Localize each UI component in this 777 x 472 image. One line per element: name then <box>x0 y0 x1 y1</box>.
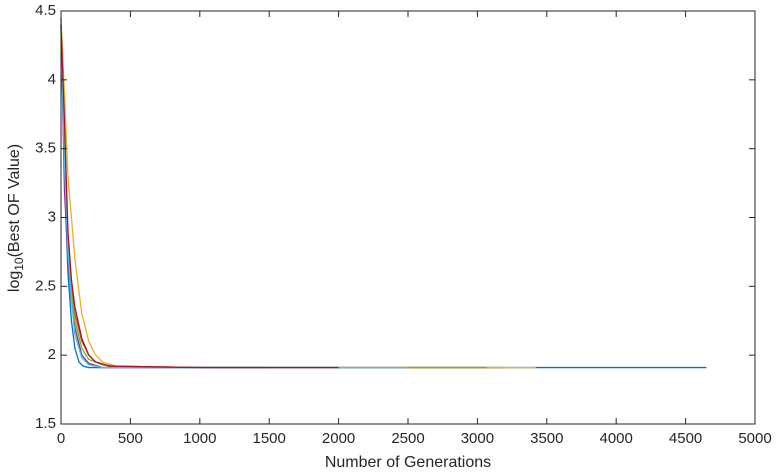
y-tick-label: 3 <box>48 208 56 225</box>
y-label-rest: (Best OF Value) <box>6 144 23 258</box>
x-axis-label: Number of Generations <box>325 454 491 471</box>
y-tick-label: 3.5 <box>35 140 56 157</box>
y-tick-label: 4 <box>48 71 56 88</box>
series-line <box>60 17 536 369</box>
x-tick-label: 1000 <box>183 430 216 447</box>
x-tick-label: 2000 <box>322 430 355 447</box>
x-tick-label: 5000 <box>738 430 771 447</box>
plot-frame <box>60 10 756 425</box>
x-tick-label: 0 <box>57 430 65 447</box>
y-tick-label: 4.5 <box>35 2 56 19</box>
x-tick-label: 500 <box>118 430 143 447</box>
x-tick-label: 4000 <box>600 430 633 447</box>
x-tick-label: 2500 <box>391 430 424 447</box>
x-tick-label: 3000 <box>461 430 494 447</box>
x-tick-label: 1500 <box>253 430 286 447</box>
y-tick-label: 1.5 <box>35 415 56 432</box>
series-line <box>60 17 707 369</box>
y-tick-label: 2.5 <box>35 277 56 294</box>
y-label-sub: 10 <box>12 257 26 271</box>
y-label-log: log <box>6 271 23 292</box>
series-line <box>60 24 270 369</box>
y-axis-label: log10(Best OF Value) <box>6 144 26 292</box>
series-line <box>60 24 408 369</box>
x-tick-label: 3500 <box>530 430 563 447</box>
series-line <box>60 24 339 369</box>
series-line <box>60 24 506 369</box>
series-line <box>60 24 488 369</box>
x-tick-label: 4500 <box>669 430 702 447</box>
y-tick-label: 2 <box>48 346 56 363</box>
